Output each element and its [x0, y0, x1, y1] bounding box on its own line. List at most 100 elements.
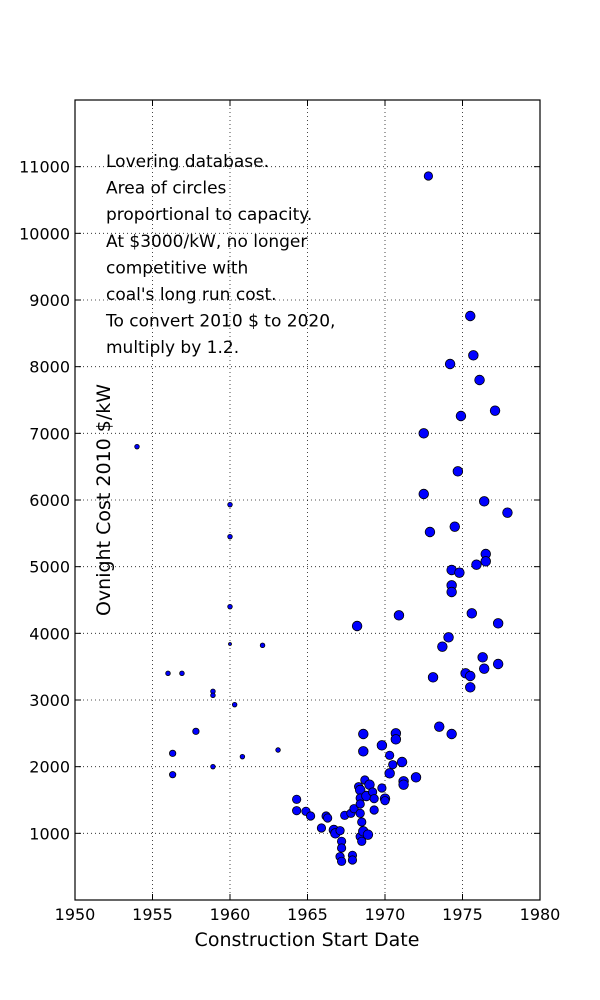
- data-point: [355, 799, 365, 809]
- data-point: [377, 783, 387, 793]
- annotation-line: proportional to capacity.: [106, 205, 312, 225]
- data-point: [316, 823, 327, 833]
- data-point: [134, 443, 140, 450]
- data-point: [349, 804, 359, 814]
- data-point: [446, 728, 457, 740]
- data-point: [385, 750, 395, 760]
- data-point: [228, 642, 232, 646]
- data-point: [489, 405, 501, 416]
- data-point: [396, 756, 408, 768]
- data-point: [355, 808, 365, 818]
- data-point: [335, 826, 345, 836]
- data-point: [357, 817, 367, 827]
- data-point: [305, 811, 316, 821]
- data-point: [292, 794, 302, 804]
- data-point: [179, 670, 185, 677]
- data-point: [466, 608, 478, 619]
- data-point: [502, 507, 513, 518]
- x-tick-label: 1970: [365, 905, 406, 924]
- data-point: [480, 556, 491, 567]
- data-point: [434, 721, 445, 732]
- y-tick-label: 8000: [29, 358, 70, 377]
- data-point: [427, 672, 439, 683]
- data-point: [192, 727, 200, 735]
- data-point: [275, 747, 281, 753]
- data-point: [336, 856, 347, 866]
- data-point: [384, 768, 395, 779]
- data-point: [362, 829, 374, 840]
- data-point: [455, 410, 467, 422]
- data-point: [452, 466, 464, 477]
- data-point: [227, 501, 233, 508]
- y-tick-label: 11000: [19, 158, 70, 177]
- data-points: [134, 171, 513, 866]
- chart-annotation: Lovering database. Area of circles proport…: [105, 152, 335, 358]
- data-point: [479, 663, 490, 674]
- data-point: [292, 806, 302, 816]
- x-tick-label: 1950: [55, 905, 96, 924]
- y-tick-label: 10000: [19, 224, 70, 243]
- data-point: [398, 779, 409, 790]
- data-point: [474, 374, 485, 386]
- data-point: [424, 526, 436, 538]
- axis-ticks: 1950 1955 1960 1965 1970 1975 1980 1000 2000 3000…: [19, 100, 560, 924]
- data-point: [418, 428, 429, 439]
- data-point: [465, 670, 476, 682]
- x-tick-label: 1975: [442, 905, 483, 924]
- y-tick-label: 1000: [29, 824, 70, 843]
- data-point: [423, 171, 433, 181]
- data-point: [479, 496, 490, 507]
- data-point: [165, 670, 171, 677]
- x-tick-label: 1965: [287, 905, 328, 924]
- x-tick-label: 1980: [520, 905, 561, 924]
- data-point: [492, 658, 504, 670]
- data-point: [376, 740, 388, 751]
- data-point: [323, 813, 333, 823]
- data-point: [358, 728, 369, 740]
- data-point: [239, 753, 246, 760]
- data-point: [336, 843, 347, 853]
- data-point: [446, 586, 457, 598]
- y-tick-label: 6000: [29, 491, 70, 510]
- y-tick-label: 4000: [29, 624, 70, 643]
- y-tick-label: 2000: [29, 758, 70, 777]
- data-point: [231, 701, 238, 708]
- y-axis-label: Ovnight Cost 2010 $/kW: [93, 384, 115, 616]
- y-tick-label: 7000: [29, 424, 70, 443]
- data-point: [369, 805, 379, 815]
- data-point: [169, 749, 177, 757]
- data-point: [449, 521, 460, 532]
- annotation-line: multiply by 1.2.: [106, 338, 239, 358]
- data-point: [380, 796, 390, 806]
- data-point: [471, 559, 482, 570]
- data-point: [210, 692, 216, 699]
- data-point: [227, 603, 233, 610]
- y-tick-label: 3000: [29, 691, 70, 710]
- x-axis-label: Construction Start Date: [195, 929, 420, 951]
- annotation-line: competitive with: [106, 258, 248, 278]
- data-point: [390, 734, 402, 745]
- annotation-line: At $3000/kW, no longer: [106, 232, 307, 252]
- data-point: [357, 836, 367, 846]
- data-point: [388, 760, 398, 770]
- grid-lines: [75, 100, 540, 900]
- data-point: [492, 618, 504, 629]
- data-point: [169, 771, 177, 779]
- data-point: [468, 350, 479, 361]
- data-point: [393, 610, 405, 621]
- x-tick-label: 1955: [132, 905, 173, 924]
- data-point: [437, 641, 448, 652]
- y-tick-label: 9000: [29, 291, 70, 310]
- data-point: [410, 772, 422, 783]
- x-tick-label: 1960: [210, 905, 251, 924]
- y-tick-label: 5000: [29, 558, 70, 577]
- annotation-line: To convert 2010 $ to 2020,: [105, 312, 335, 332]
- data-point: [358, 746, 369, 757]
- data-point: [443, 632, 454, 643]
- data-point: [210, 763, 216, 770]
- data-point: [418, 488, 429, 500]
- data-point: [454, 567, 465, 578]
- data-point: [444, 358, 456, 370]
- annotation-line: Area of circles: [106, 179, 227, 199]
